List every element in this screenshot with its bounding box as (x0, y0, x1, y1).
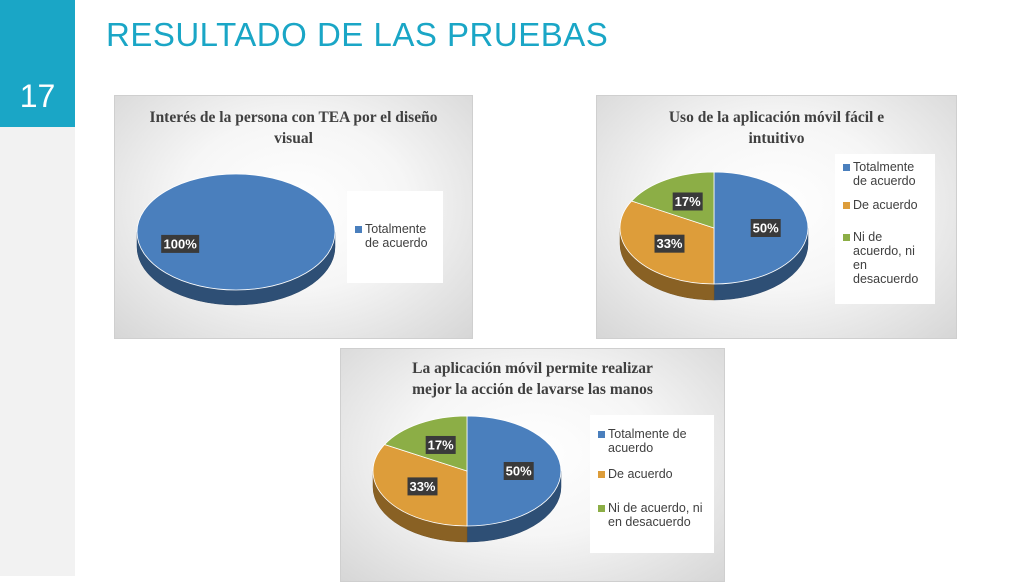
legend-item: De acuerdo (598, 467, 706, 481)
legend-item: Ni de acuerdo, ni en desacuerdo (598, 501, 706, 529)
pie-chart: 50% 33% 17% (372, 415, 562, 543)
legend-item: Ni de acuerdo, ni en desacuerdo (843, 230, 927, 286)
chart-legend: Totalmente de acuerdo (347, 191, 443, 283)
legend-label: Totalmente de acuerdo (365, 222, 428, 250)
legend-item: De acuerdo (843, 198, 927, 212)
chart-title: La aplicación móvil permite realizar mej… (412, 360, 653, 398)
data-label-text: 17% (428, 437, 454, 452)
data-label-box (750, 219, 781, 237)
legend-item: Totalmente de acuerdo (843, 160, 927, 188)
pie-slice (136, 173, 336, 291)
legend-label: Ni de acuerdo, ni en desacuerdo (608, 501, 703, 529)
legend-swatch (598, 471, 605, 478)
data-label: 17% (672, 192, 703, 211)
data-label-text: 33% (409, 479, 435, 494)
data-label-text: 50% (753, 221, 779, 236)
slide-number: 17 (19, 78, 56, 114)
data-label-box (503, 462, 534, 480)
data-label-text: 100% (164, 236, 198, 251)
legend-swatch (843, 202, 850, 209)
chart-panel-2: Uso de la aplicación móvil fácil e intui… (596, 95, 957, 339)
slide-title: RESULTADO DE LAS PRUEBAS (106, 16, 609, 53)
data-label-text: 50% (506, 464, 532, 479)
pie-tops (136, 173, 336, 291)
data-label-box (654, 234, 685, 253)
data-label-text: 33% (656, 236, 682, 251)
chart-title: Uso de la aplicación móvil fácil e intui… (668, 109, 885, 147)
data-label-box (407, 477, 438, 496)
data-label-box (672, 192, 703, 211)
legend-label: Totalmente de acuerdo (853, 160, 916, 188)
legend-swatch (843, 164, 850, 171)
legend-swatch (843, 234, 850, 241)
legend-swatch (598, 505, 605, 512)
legend-label: Ni de acuerdo, ni en desacuerdo (853, 230, 919, 286)
pie-chart: 100% (136, 173, 336, 306)
legend-item: Totalmente de acuerdo (598, 427, 706, 455)
data-label: 17% (425, 435, 456, 454)
legend-swatch (598, 431, 605, 438)
chart-title: Interés de la persona con TEA por el dis… (149, 109, 438, 147)
chart-legend: Totalmente de acuerdo De acuerdo Ni de a… (835, 154, 935, 304)
data-label: 50% (750, 219, 781, 237)
data-label: 100% (161, 234, 200, 253)
slide-number-box (0, 0, 75, 127)
legend-swatch (355, 226, 362, 233)
legend-label: De acuerdo (608, 467, 673, 481)
data-label-box (161, 234, 200, 253)
chart-legend: Totalmente de acuerdo De acuerdo Ni de a… (590, 415, 714, 553)
chart-panel-3: La aplicación móvil permite realizar mej… (340, 348, 725, 582)
data-label: 50% (503, 462, 534, 480)
data-label-text: 17% (675, 194, 701, 209)
data-label: 33% (654, 234, 685, 253)
data-label-box (425, 435, 456, 454)
legend-item: Totalmente de acuerdo (355, 222, 435, 250)
chart-panel-1: Interés de la persona con TEA por el dis… (114, 95, 473, 339)
legend-label: Totalmente de acuerdo (608, 427, 687, 455)
data-label: 33% (407, 477, 438, 496)
legend-label: De acuerdo (853, 198, 918, 212)
pie-chart: 50% 33% 17% (619, 171, 809, 301)
